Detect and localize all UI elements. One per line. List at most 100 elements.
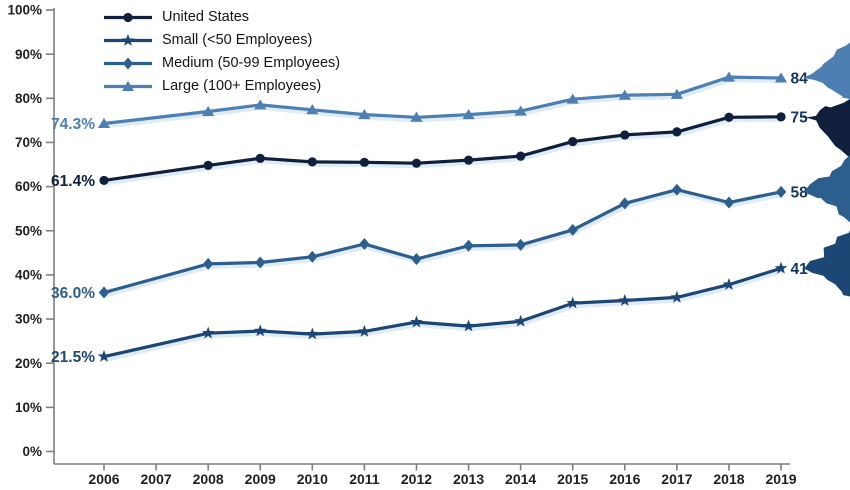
star-marker-icon bbox=[121, 33, 135, 46]
data-point-marker bbox=[516, 151, 526, 161]
line-halo bbox=[104, 188, 783, 298]
y-tick-label: 50% bbox=[15, 223, 42, 238]
data-line bbox=[103, 266, 782, 359]
data-point-marker bbox=[306, 327, 319, 340]
data-point-marker bbox=[515, 238, 526, 251]
data-point-marker bbox=[671, 183, 683, 196]
legend-swatch-small-firms bbox=[104, 33, 152, 46]
series-start-value-label: 74.3% bbox=[51, 116, 95, 133]
triangle-marker-icon bbox=[121, 80, 135, 91]
data-point-marker bbox=[98, 286, 110, 299]
series-united-states: 61.4% bbox=[51, 112, 786, 190]
y-tick-label: 30% bbox=[15, 312, 42, 327]
data-point-marker bbox=[775, 185, 787, 198]
data-point-marker bbox=[723, 196, 735, 209]
data-point-marker bbox=[202, 105, 215, 117]
legend-item-large-firms: Large (100+ Employees) bbox=[103, 76, 340, 96]
axes: 0% 10% 20% 30% 40% 50% 60% 70% 80% 90% 100% 2006 200… bbox=[7, 3, 796, 487]
legend-label: United States bbox=[162, 9, 250, 25]
y-tick-label: 80% bbox=[15, 91, 42, 106]
legend-label: Large (100+ Employees) bbox=[162, 78, 322, 94]
data-point-marker bbox=[306, 104, 319, 115]
x-tick-label: 2012 bbox=[401, 471, 432, 487]
data-point-marker bbox=[203, 160, 213, 171]
y-tick-label: 40% bbox=[15, 268, 42, 283]
callout-blob-united-states bbox=[802, 98, 850, 159]
data-point-marker bbox=[670, 290, 684, 303]
series-start-value-label: 21.5% bbox=[51, 349, 95, 366]
data-point-marker bbox=[411, 158, 422, 168]
x-tick-label: 2016 bbox=[609, 471, 640, 487]
data-point-marker bbox=[566, 296, 579, 309]
legend-item-united-states: United States bbox=[103, 7, 340, 27]
data-point-marker bbox=[255, 256, 266, 269]
data-point-marker bbox=[774, 261, 788, 274]
legend-swatch-large-firms bbox=[104, 80, 152, 91]
series-large-100-employees: 74.3% bbox=[51, 71, 788, 133]
legend-item-medium-firms: Medium (50-99 Employees) bbox=[103, 53, 340, 73]
x-tick-label: 2018 bbox=[713, 471, 744, 487]
x-tick-label: 2008 bbox=[193, 471, 224, 487]
data-point-marker bbox=[722, 71, 736, 82]
data-point-marker bbox=[672, 127, 682, 137]
data-point-marker bbox=[307, 250, 318, 263]
data-point-marker bbox=[202, 257, 214, 270]
x-tick-label: 2010 bbox=[297, 471, 328, 487]
y-tick-label: 100% bbox=[7, 3, 42, 18]
data-point-marker bbox=[359, 157, 369, 167]
callout-blob-medium-50-99-employees bbox=[803, 154, 850, 223]
series-small-50-employees: 21.5% bbox=[51, 261, 788, 366]
callout-blob-small-50-employees bbox=[803, 230, 850, 297]
edge-callout-blobs bbox=[802, 42, 850, 297]
data-point-marker bbox=[358, 324, 371, 337]
legend-item-small-firms: Small (<50 Employees) bbox=[103, 30, 340, 50]
legend-swatch-medium-firms bbox=[104, 57, 152, 70]
series-end-value-label: 58 bbox=[791, 184, 809, 201]
data-point-marker bbox=[514, 105, 527, 116]
data-line bbox=[103, 188, 782, 295]
x-tick-label: 2019 bbox=[765, 471, 796, 487]
x-tick-label: 2009 bbox=[245, 471, 276, 487]
data-point-marker bbox=[99, 175, 109, 186]
data-point-marker bbox=[97, 349, 111, 362]
data-point-marker bbox=[97, 117, 111, 128]
data-point-marker bbox=[463, 239, 474, 252]
data-point-marker bbox=[307, 157, 317, 167]
data-point-marker bbox=[567, 223, 578, 236]
y-tick-label: 20% bbox=[15, 356, 42, 371]
data-point-marker bbox=[619, 197, 630, 210]
series-end-value-label: 75 bbox=[791, 109, 809, 126]
data-point-marker bbox=[358, 109, 371, 120]
y-tick-label: 70% bbox=[15, 135, 42, 150]
line-halo bbox=[104, 115, 783, 186]
data-point-marker bbox=[410, 315, 423, 328]
data-point-marker bbox=[776, 112, 786, 122]
circle-marker-icon bbox=[123, 12, 133, 23]
chart-legend: United States Small (<50 Employees) Medi… bbox=[103, 7, 340, 96]
callout-blob-large-100-employees bbox=[803, 42, 850, 100]
data-point-marker bbox=[618, 89, 631, 100]
data-point-marker bbox=[255, 153, 265, 163]
data-point-marker bbox=[462, 109, 475, 120]
x-tick-label: 2006 bbox=[88, 471, 119, 487]
line-halo bbox=[104, 266, 784, 362]
data-point-marker bbox=[514, 314, 527, 327]
y-tick-label: 90% bbox=[15, 47, 42, 62]
data-point-marker bbox=[254, 99, 267, 110]
x-tick-label: 2015 bbox=[557, 471, 588, 487]
series-end-value-label: 84 bbox=[791, 70, 809, 87]
x-tick-label: 2017 bbox=[661, 471, 692, 487]
x-tick-label: 2007 bbox=[141, 471, 172, 487]
data-point-marker bbox=[620, 130, 630, 140]
x-tick-label: 2013 bbox=[453, 471, 484, 487]
x-tick-label: 2011 bbox=[349, 471, 380, 487]
legend-label: Small (<50 Employees) bbox=[162, 32, 313, 48]
series-start-value-label: 61.4% bbox=[51, 173, 95, 190]
diamond-marker-icon bbox=[122, 57, 134, 70]
data-point-marker bbox=[724, 112, 734, 122]
y-tick-label: 60% bbox=[15, 179, 42, 194]
data-point-marker bbox=[411, 253, 422, 266]
series-end-value-label: 41 bbox=[791, 261, 809, 278]
y-tick-label: 0% bbox=[22, 444, 42, 459]
